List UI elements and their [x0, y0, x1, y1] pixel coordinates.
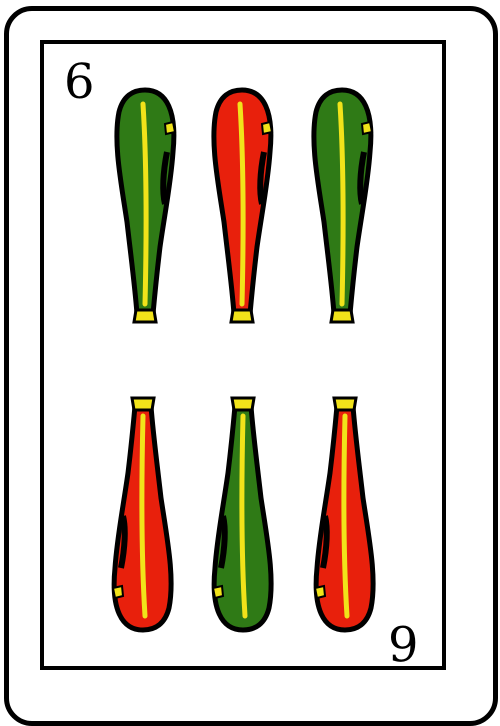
club-icon — [305, 388, 385, 638]
club-icon — [202, 82, 282, 332]
club-icon — [105, 82, 185, 332]
club-icon — [103, 388, 183, 638]
club-icon — [203, 388, 283, 638]
club-icon — [302, 82, 382, 332]
card-rank-bottom: 6 — [386, 614, 421, 670]
card-rank-top: 6 — [62, 54, 97, 110]
